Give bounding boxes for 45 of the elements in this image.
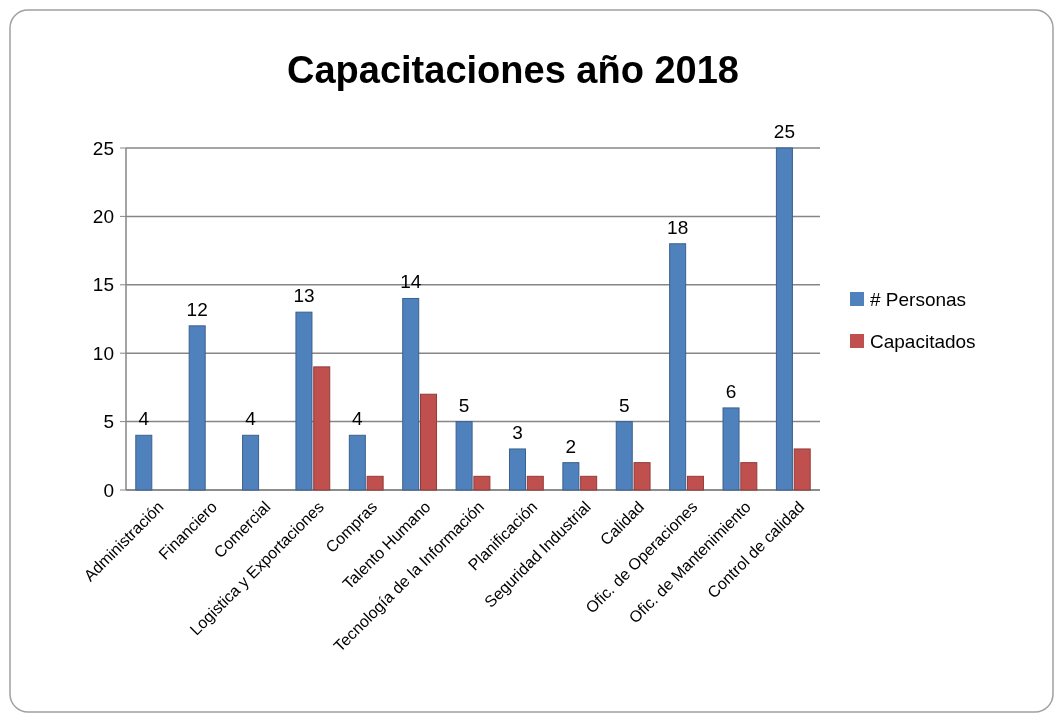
data-label: 6 <box>725 380 737 402</box>
bar <box>473 475 491 491</box>
data-label: 25 <box>773 121 795 142</box>
bar <box>420 393 438 491</box>
data-label: 4 <box>138 408 150 430</box>
legend-label: # Personas <box>870 288 967 310</box>
bar <box>633 462 651 491</box>
y-tick-label: 0 <box>103 479 114 501</box>
data-label: 3 <box>512 421 523 443</box>
legend-label: Capacitados <box>870 330 976 352</box>
bar <box>686 475 704 491</box>
y-tick-label: 20 <box>92 206 114 228</box>
data-label: 14 <box>400 271 422 293</box>
data-label: 2 <box>565 435 577 457</box>
bar <box>313 366 331 491</box>
data-label: 4 <box>352 408 364 430</box>
data-label: 5 <box>618 394 630 416</box>
bar <box>526 475 544 491</box>
y-tick-label: 15 <box>92 274 114 296</box>
bar <box>669 243 687 491</box>
data-label: 18 <box>667 216 689 238</box>
bar <box>188 325 206 491</box>
bar <box>793 448 811 491</box>
bar <box>562 462 580 491</box>
bar <box>455 421 473 491</box>
data-label: 5 <box>458 394 470 416</box>
bar <box>366 475 384 491</box>
data-label: 12 <box>186 298 208 320</box>
bar <box>615 421 633 491</box>
bar <box>242 434 260 491</box>
bar <box>402 297 420 491</box>
y-tick-label: 5 <box>103 411 114 433</box>
bar <box>580 475 598 491</box>
y-tick-label: 10 <box>92 342 114 364</box>
bar <box>508 448 526 491</box>
bar <box>135 434 153 491</box>
data-label: 4 <box>245 408 257 430</box>
bar <box>722 407 740 491</box>
bar <box>775 147 793 491</box>
bar <box>740 462 758 491</box>
data-label: 13 <box>293 285 315 307</box>
bar <box>348 434 366 491</box>
y-tick-label: 25 <box>92 137 114 159</box>
chart-title: Capacitaciones año 2018 <box>287 49 739 91</box>
bar <box>295 311 313 491</box>
